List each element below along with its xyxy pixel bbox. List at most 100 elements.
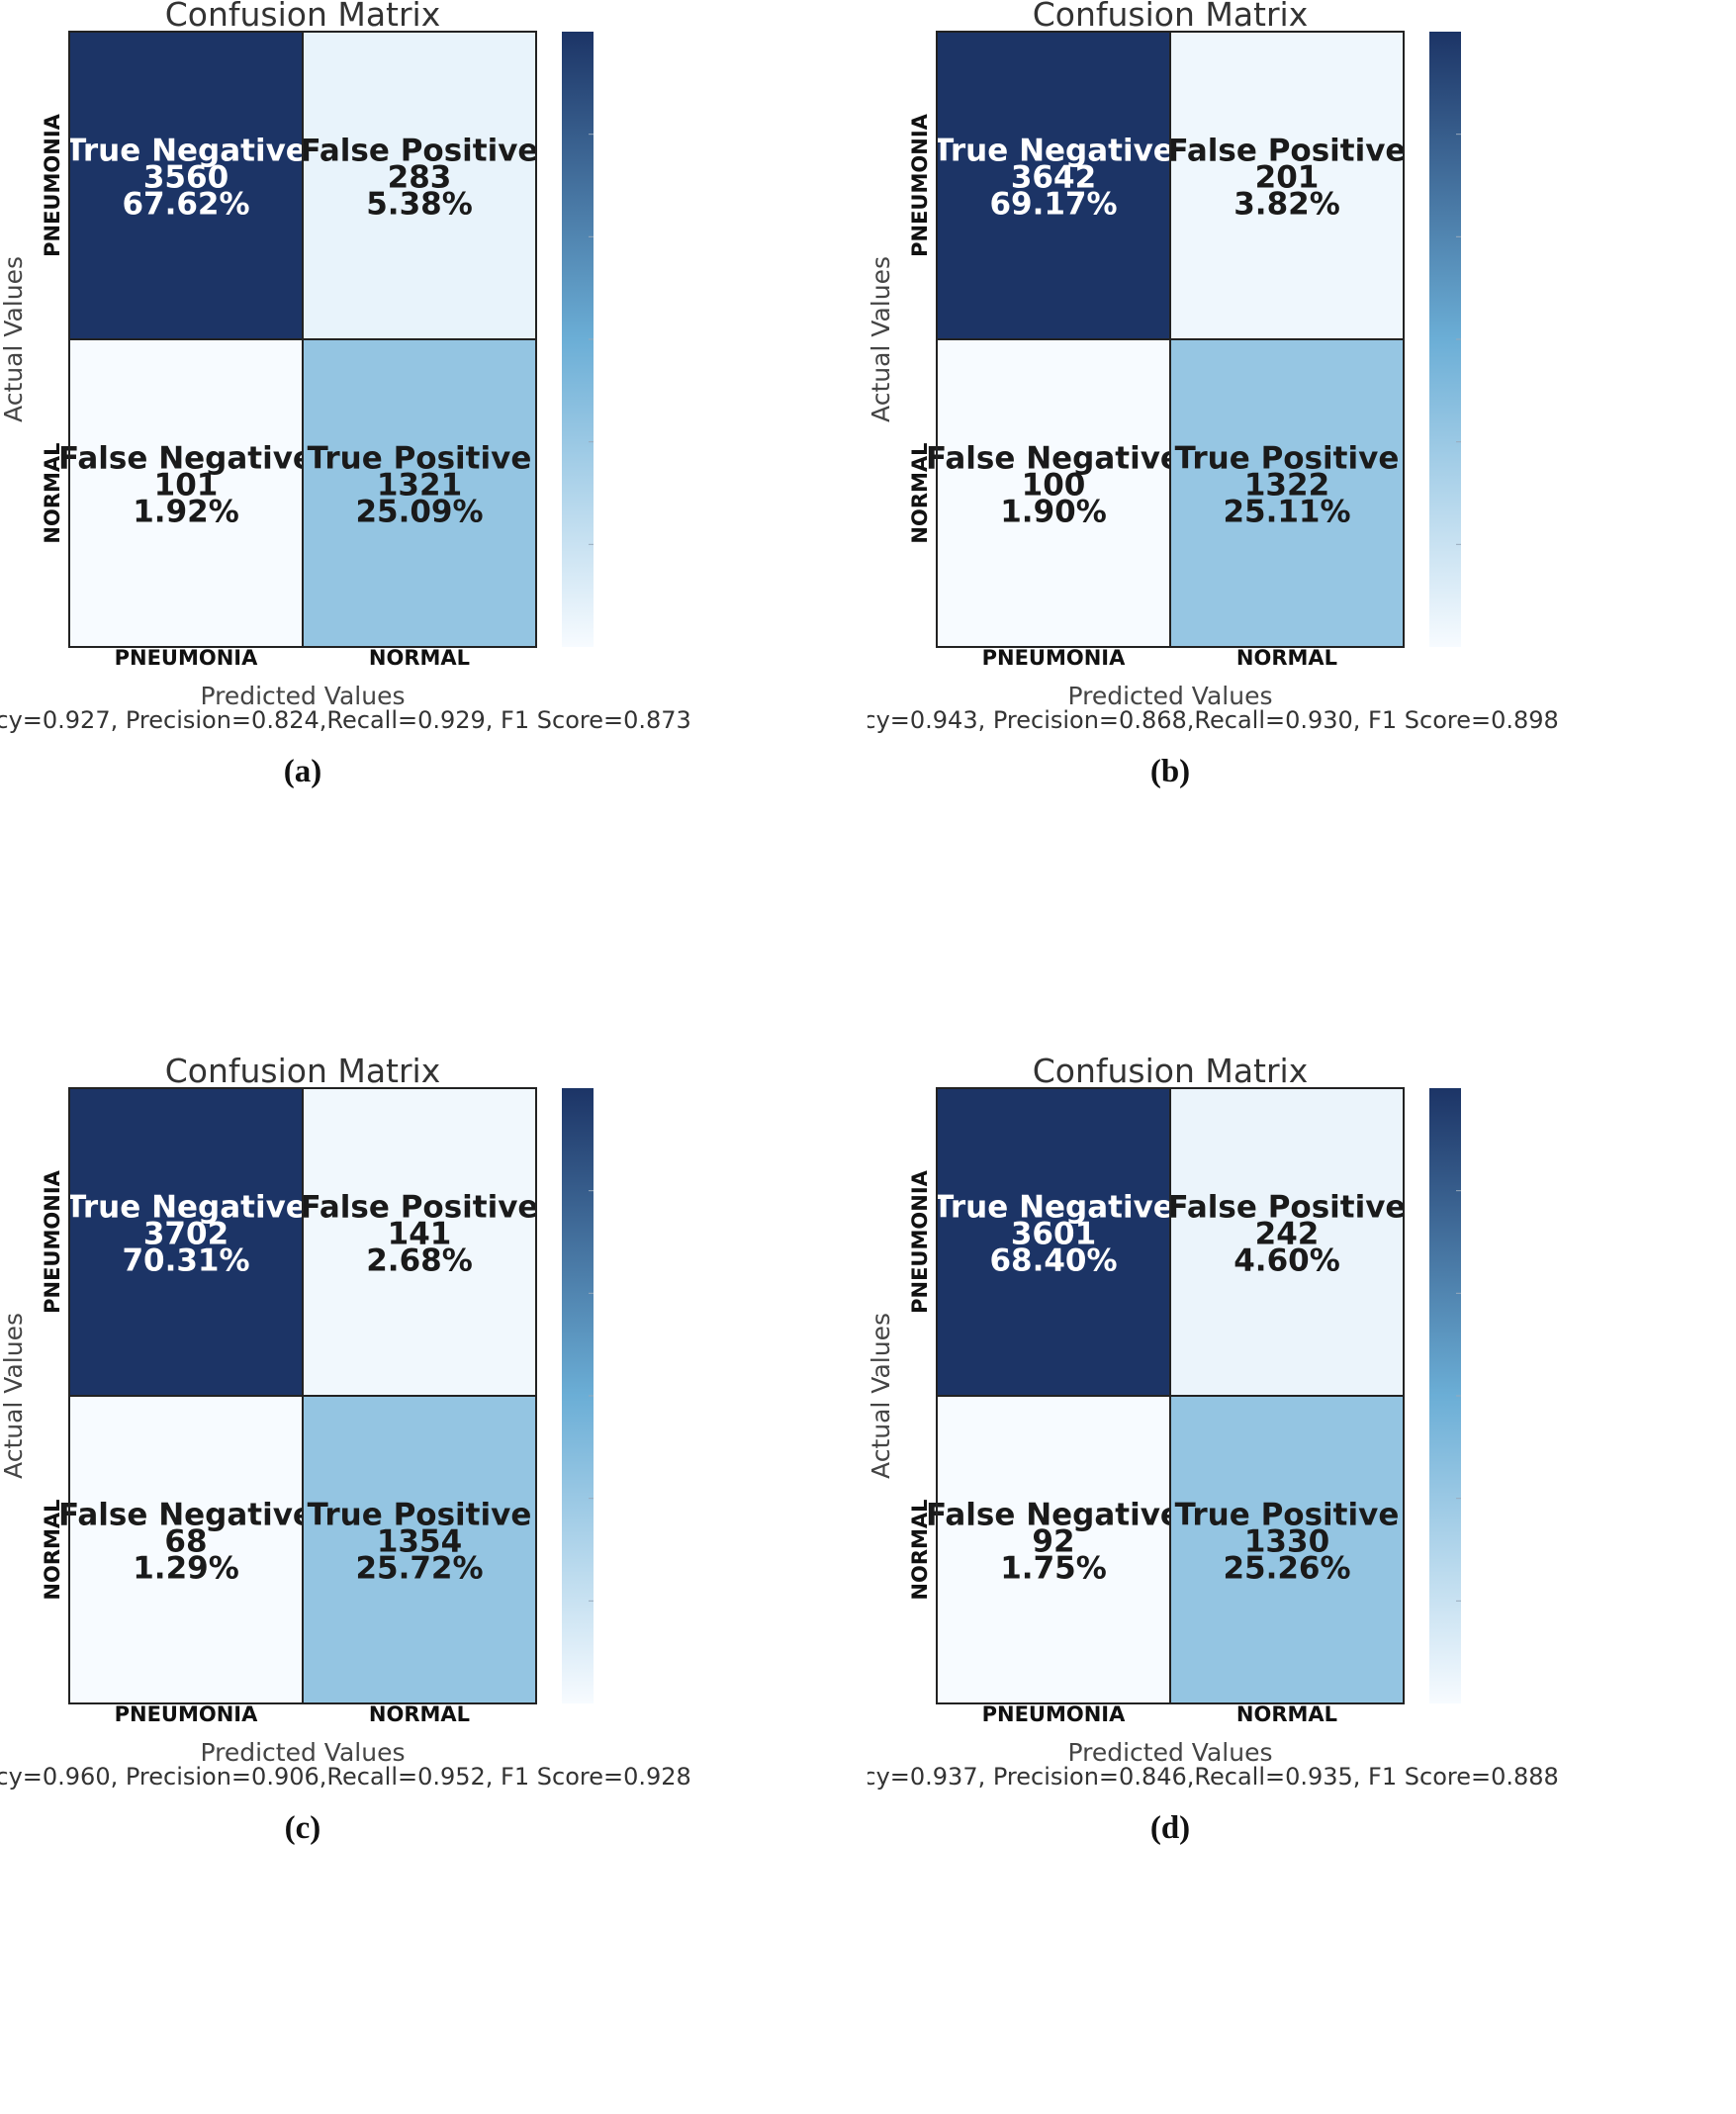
panel-a-xlabel: Predicted Values bbox=[201, 682, 406, 710]
panel-b-cell-0-0-label: True Negative bbox=[933, 134, 1174, 169]
panel-d-xtick-0: PNEUMONIA bbox=[982, 1702, 1127, 1726]
panel-b-cell-1-0-percent: 1.90% bbox=[1000, 495, 1107, 530]
panel-d-cell-0-1-count: 242 bbox=[1255, 1217, 1320, 1252]
panel-b-cell-1-1-count: 1322 bbox=[1244, 468, 1329, 504]
panel-d: Confusion Matrix True Negative 3601 68.40% F… bbox=[868, 1057, 1735, 2113]
panel-d-xlabel: Predicted Values bbox=[1068, 1738, 1273, 1767]
panel-a-metrics: Accuracy=0.927, Precision=0.824,Recall=0… bbox=[0, 706, 691, 734]
panel-b-cell-0-1 bbox=[1170, 32, 1404, 339]
panel-b-xtick-1: NORMAL bbox=[1236, 646, 1337, 670]
panel-b-cell-1-0 bbox=[937, 339, 1170, 647]
panel-c-ytick-1: NORMAL bbox=[41, 1499, 64, 1600]
panel-b-cell-0-1-percent: 3.82% bbox=[1233, 187, 1340, 223]
panel-d-cell-1-1-percent: 25.26% bbox=[1223, 1551, 1350, 1587]
panel-b: Confusion Matrix True Negative 3642 69.17% F… bbox=[868, 0, 1735, 1057]
panel-a-cell-1-1 bbox=[303, 339, 536, 647]
panel-a-cell-0-0-count: 3560 bbox=[143, 160, 228, 196]
panel-d-cell-0-0 bbox=[937, 1088, 1170, 1396]
panel-a-cell-1-1-count: 1321 bbox=[377, 468, 462, 504]
panel-a-cell-1-1-label: True Positive bbox=[308, 441, 532, 477]
panel-b-cell-1-1-label: True Positive bbox=[1175, 441, 1400, 477]
panel-d-cell-1-0-percent: 1.75% bbox=[1000, 1551, 1107, 1587]
panel-a-ylabel: Actual Values bbox=[0, 256, 28, 422]
panel-c-cell-0-1-count: 141 bbox=[388, 1217, 452, 1252]
panel-a-cell-1-0-count: 101 bbox=[154, 468, 219, 504]
panel-b-colorbar bbox=[1429, 32, 1461, 647]
panel-a-cell-0-0-label: True Negative bbox=[65, 134, 307, 169]
panel-b-xlabel: Predicted Values bbox=[1068, 682, 1273, 710]
panel-a-cell-0-0 bbox=[69, 32, 303, 339]
panel-a-ytick-1: NORMAL bbox=[41, 442, 64, 543]
panel-c-xtick-0: PNEUMONIA bbox=[115, 1702, 259, 1726]
panel-c-xlabel: Predicted Values bbox=[201, 1738, 406, 1767]
panel-a: Confusion Matrix True Negative 3560 67.62% F… bbox=[0, 0, 868, 1057]
panel-d-ytick-0: PNEUMONIA bbox=[908, 1169, 932, 1314]
panel-d-cell-0-0-percent: 68.40% bbox=[989, 1243, 1117, 1279]
panel-b-cell-1-0-count: 100 bbox=[1022, 468, 1086, 504]
panel-b-cell-0-0-count: 3642 bbox=[1011, 160, 1096, 196]
panel-b-ytick-1: NORMAL bbox=[908, 442, 932, 543]
panel-c-cell-0-0-count: 3702 bbox=[143, 1217, 228, 1252]
panel-b-cell-1-1-percent: 25.11% bbox=[1223, 495, 1350, 530]
panel-d-xtick-1: NORMAL bbox=[1236, 1702, 1337, 1726]
panel-c-cell-0-1-percent: 2.68% bbox=[366, 1243, 473, 1279]
panel-d-cell-1-0 bbox=[937, 1396, 1170, 1703]
panel-b-xtick-0: PNEUMONIA bbox=[982, 646, 1127, 670]
panel-b-caption: (b) bbox=[1150, 754, 1190, 789]
panel-d-caption: (d) bbox=[1150, 1810, 1190, 1846]
panel-c-xtick-1: NORMAL bbox=[369, 1702, 470, 1726]
panel-a-cell-0-1-percent: 5.38% bbox=[366, 187, 473, 223]
panel-d-cell-1-1 bbox=[1170, 1396, 1404, 1703]
panel-b-cell-1-0-label: False Negative bbox=[926, 441, 1181, 477]
panel-a-cell-1-0-label: False Negative bbox=[58, 441, 314, 477]
panel-a-xtick-0: PNEUMONIA bbox=[115, 646, 259, 670]
panel-b-cell-0-0 bbox=[937, 32, 1170, 339]
panel-c-metrics: Accuracy=0.960, Precision=0.906,Recall=0… bbox=[0, 1763, 691, 1791]
panel-d-cell-0-1 bbox=[1170, 1088, 1404, 1396]
panel-a-cell-1-0 bbox=[69, 339, 303, 647]
panel-b-metrics: Accuracy=0.943, Precision=0.868,Recall=0… bbox=[868, 706, 1559, 734]
panel-d-cell-0-0-label: True Negative bbox=[933, 1190, 1174, 1226]
panel-a-title: Confusion Matrix bbox=[165, 0, 441, 34]
panel-c-cell-1-0 bbox=[69, 1396, 303, 1703]
panel-d-cell-1-0-label: False Negative bbox=[926, 1498, 1181, 1533]
panel-b-cell-0-1-count: 201 bbox=[1255, 160, 1320, 196]
panel-b-cell-0-1-label: False Positive bbox=[1168, 134, 1407, 169]
panel-d-ytick-1: NORMAL bbox=[908, 1499, 932, 1600]
panel-d-ylabel: Actual Values bbox=[868, 1313, 895, 1479]
panel-c: Confusion Matrix True Negative 3702 70.31% F… bbox=[0, 1057, 868, 2113]
panel-d-cell-0-1-label: False Positive bbox=[1168, 1190, 1407, 1226]
panel-c-cell-1-0-count: 68 bbox=[164, 1524, 207, 1560]
panel-a-colorbar bbox=[562, 32, 594, 647]
panel-a-cell-1-0-percent: 1.92% bbox=[133, 495, 239, 530]
panel-b-title: Confusion Matrix bbox=[1033, 0, 1309, 34]
panel-b-ylabel: Actual Values bbox=[868, 256, 895, 422]
panel-a-cell-0-1-label: False Positive bbox=[301, 134, 539, 169]
panel-d-cell-1-0-count: 92 bbox=[1032, 1524, 1074, 1560]
panel-c-cell-1-0-label: False Negative bbox=[58, 1498, 314, 1533]
panel-c-cell-1-1-count: 1354 bbox=[377, 1524, 462, 1560]
panel-a-cell-0-1-count: 283 bbox=[388, 160, 452, 196]
panel-c-cell-1-1-percent: 25.72% bbox=[355, 1551, 483, 1587]
panel-c-title: Confusion Matrix bbox=[165, 1057, 441, 1090]
panel-c-cell-1-1-label: True Positive bbox=[308, 1498, 532, 1533]
panel-c-cell-0-1 bbox=[303, 1088, 536, 1396]
panel-d-cell-0-0-count: 3601 bbox=[1011, 1217, 1096, 1252]
panel-d-cell-0-1-percent: 4.60% bbox=[1233, 1243, 1340, 1279]
panel-c-caption: (c) bbox=[285, 1810, 321, 1846]
panel-c-cell-0-0-percent: 70.31% bbox=[122, 1243, 249, 1279]
panel-b-cell-1-1 bbox=[1170, 339, 1404, 647]
panel-d-metrics: Accuracy=0.937, Precision=0.846,Recall=0… bbox=[868, 1763, 1559, 1791]
panel-c-ytick-0: PNEUMONIA bbox=[41, 1169, 64, 1314]
panel-d-cell-1-1-count: 1330 bbox=[1244, 1524, 1329, 1560]
panel-c-cell-1-0-percent: 1.29% bbox=[133, 1551, 239, 1587]
panel-a-cell-1-1-percent: 25.09% bbox=[355, 495, 483, 530]
panel-a-ytick-0: PNEUMONIA bbox=[41, 113, 64, 257]
panel-b-cell-0-0-percent: 69.17% bbox=[989, 187, 1117, 223]
panel-b-ytick-0: PNEUMONIA bbox=[908, 113, 932, 257]
panel-a-caption: (a) bbox=[284, 754, 321, 789]
